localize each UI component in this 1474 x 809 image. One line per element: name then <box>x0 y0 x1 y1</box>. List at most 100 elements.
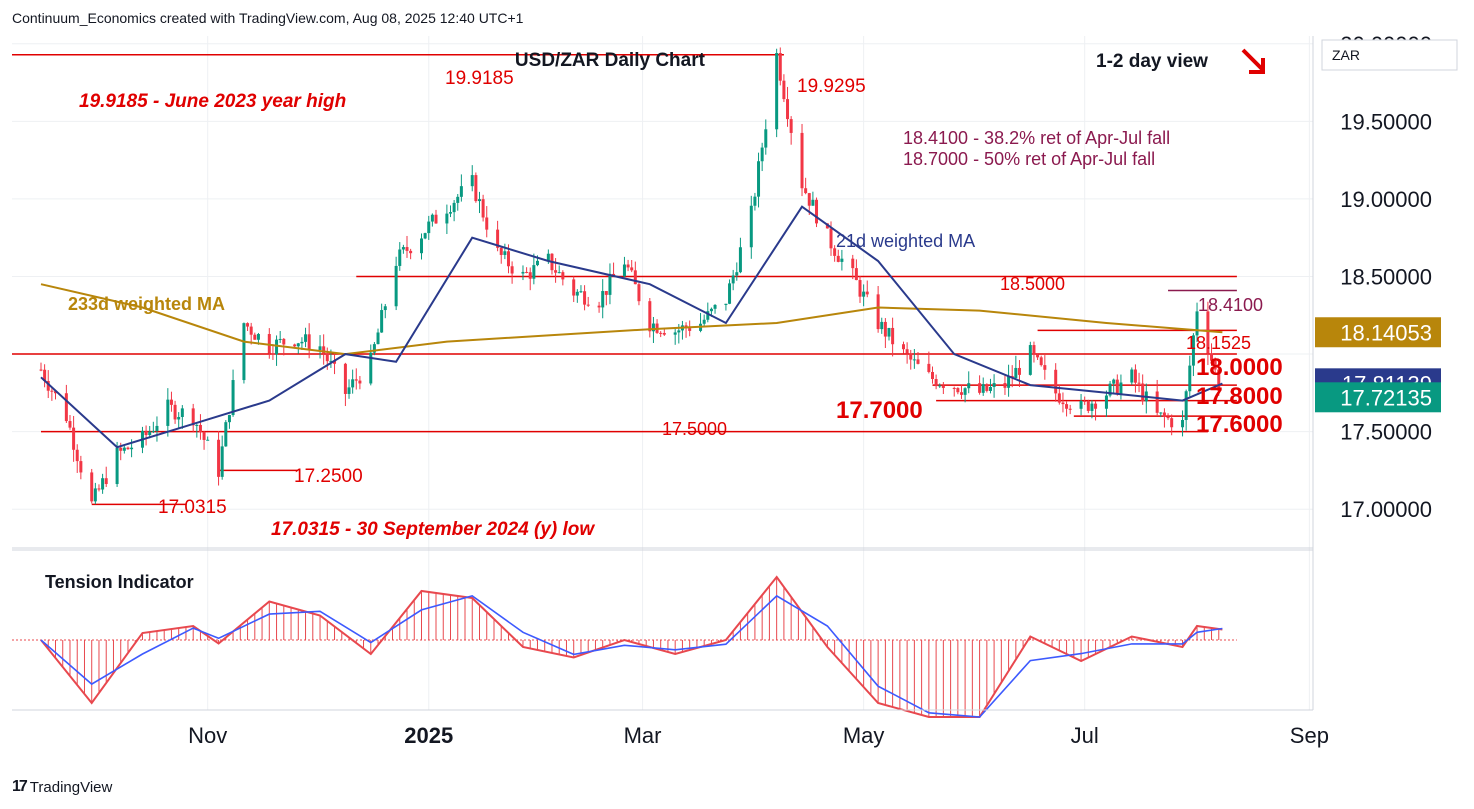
candle-body <box>630 267 634 271</box>
candle-body <box>557 272 561 274</box>
candle-body <box>358 380 362 384</box>
candle-body <box>195 424 199 426</box>
tradingview-brand: TradingView <box>29 778 113 796</box>
candle-body <box>318 346 322 351</box>
candle-body <box>880 321 884 330</box>
candle-body <box>1065 404 1069 409</box>
candle-body <box>217 439 221 477</box>
chart-title: USD/ZAR Daily Chart <box>515 50 706 71</box>
candle-body <box>927 363 931 372</box>
candle-body <box>1068 408 1072 410</box>
fib-38-note: 18.4100 - 38.2% ret of Apr-Jul fall <box>903 128 1170 148</box>
candle-body <box>46 380 50 391</box>
plot-area <box>12 36 1313 710</box>
candle-body <box>1213 360 1217 370</box>
ma233-label: 233d weighted MA <box>68 294 225 314</box>
candle-body <box>445 213 449 224</box>
level-label: 17.5000 <box>662 419 727 439</box>
level-label: 19.9295 <box>797 76 866 97</box>
candle-body <box>1079 400 1083 409</box>
candle-body <box>1130 369 1134 383</box>
candle-body <box>554 270 558 273</box>
candle-body <box>372 344 376 353</box>
candle-body <box>778 53 782 81</box>
candle-body <box>673 332 677 335</box>
candle-body <box>1166 416 1170 419</box>
candle-body <box>405 247 409 251</box>
candle-body <box>470 175 474 187</box>
candle-body <box>532 265 536 279</box>
candle-body <box>394 265 398 307</box>
candle-body <box>738 247 742 273</box>
candle-body <box>496 229 500 248</box>
tradingview-logo[interactable]: 17 TradingView <box>12 778 112 796</box>
high-value-label: 19.9185 <box>445 68 514 89</box>
candle-body <box>307 334 311 351</box>
candle-body <box>648 301 652 332</box>
candle-body <box>575 291 579 296</box>
candle-body <box>380 310 384 333</box>
candle-body <box>452 202 456 213</box>
candle-body <box>68 421 72 428</box>
candle-body <box>1108 383 1112 396</box>
time-tick-label: Nov <box>188 723 227 748</box>
fib-50-note: 18.7000 - 50% ret of Apr-Jul fall <box>903 149 1155 169</box>
candle-body <box>1003 383 1007 388</box>
candle-body <box>1007 375 1011 388</box>
time-tick-label: 2025 <box>404 723 453 748</box>
candle-body <box>728 283 732 304</box>
grid <box>12 36 1313 710</box>
candle-body <box>198 424 202 433</box>
view-label: 1-2 day view <box>1096 51 1208 72</box>
candle-body <box>325 353 329 362</box>
price-tag-box <box>1315 317 1441 348</box>
candle-body <box>952 387 956 389</box>
candle-body <box>206 439 210 441</box>
candle-body <box>789 119 793 133</box>
currency-label: ZAR <box>1332 47 1360 63</box>
level-label: 18.1525 <box>1186 333 1251 353</box>
candle-body <box>1137 382 1141 384</box>
candle-body <box>757 161 761 197</box>
candle-body <box>1191 335 1195 366</box>
candle-body <box>148 431 152 436</box>
candle-body <box>1036 354 1040 358</box>
candle-body <box>75 449 79 462</box>
candle-body <box>1017 367 1021 375</box>
price-tick-label: 19.50000 <box>1340 109 1432 134</box>
candle-body <box>333 360 337 364</box>
time-tick-label: Sep <box>1290 723 1329 748</box>
candle-body <box>296 343 300 347</box>
candle-body <box>815 199 819 224</box>
price-tick-label: 18.50000 <box>1340 264 1432 289</box>
candle-body <box>166 399 170 426</box>
level-label: 17.0315 <box>158 497 227 518</box>
candle-body <box>735 272 739 276</box>
candle-body <box>1086 401 1090 411</box>
candle-body <box>300 341 304 344</box>
candle-body <box>626 264 630 268</box>
candle-body <box>905 349 909 354</box>
candle-body <box>909 353 913 360</box>
candle-body <box>528 272 532 279</box>
candle-body <box>1119 382 1123 395</box>
candle-body <box>622 264 626 277</box>
candle-body <box>963 388 967 395</box>
candle-body <box>1014 367 1018 379</box>
candle-body <box>122 447 126 451</box>
candle-body <box>633 270 637 285</box>
candle-body <box>597 305 601 308</box>
candle-body <box>1141 383 1145 402</box>
candle-body <box>130 447 134 450</box>
candle-body <box>90 472 94 502</box>
candle-body <box>420 238 424 254</box>
candle-body <box>546 253 550 261</box>
candle-body <box>278 338 282 340</box>
candle-body <box>833 248 837 256</box>
chart-credit: Continuum_Economics created with Trading… <box>12 10 524 26</box>
candle-body <box>256 334 260 340</box>
candle-body <box>191 408 195 426</box>
candle-body <box>709 308 713 312</box>
candle-body <box>586 304 590 306</box>
